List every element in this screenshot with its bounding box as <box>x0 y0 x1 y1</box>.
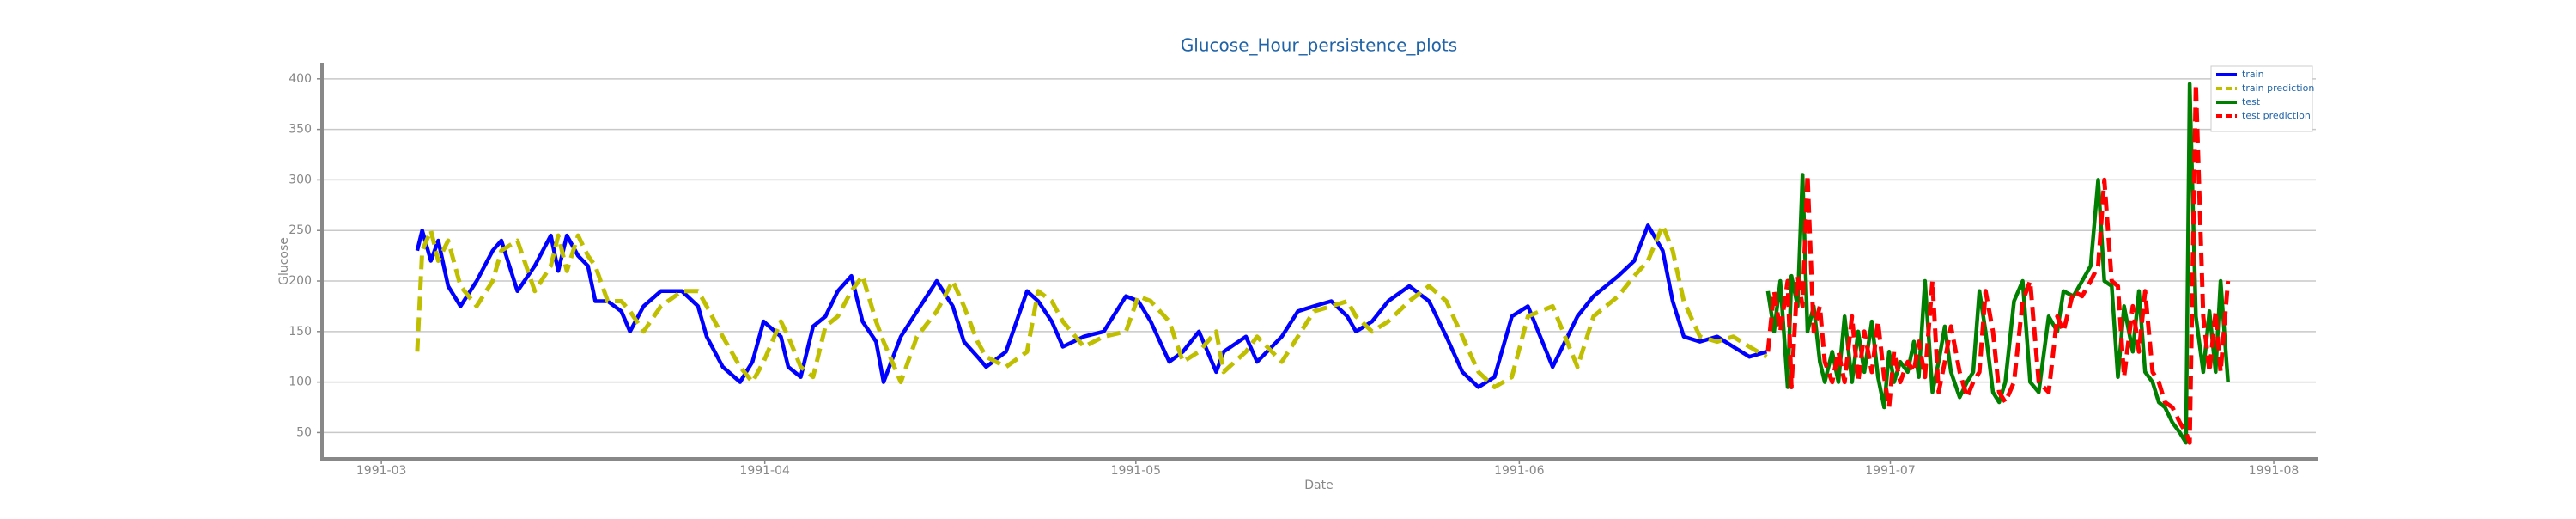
y-tick-label: 400 <box>289 72 312 86</box>
series-line <box>415 223 1768 389</box>
series-line <box>1765 82 2231 445</box>
chart-title: Glucose_Hour_persistence_plots <box>1181 35 1457 56</box>
axes: 50 100 150 200 250 300 350 400 1991-03 1991-04 199… <box>289 63 2318 478</box>
legend: train train prediction test test prediction <box>2210 65 2314 132</box>
legend-label: test <box>2242 96 2261 107</box>
x-tick-label: 1991-06 <box>1494 464 1545 478</box>
legend-label: train prediction <box>2242 82 2314 94</box>
y-tick-label: 50 <box>296 425 312 439</box>
legend-box <box>2210 65 2313 132</box>
x-tick-label: 1991-03 <box>356 464 407 478</box>
y-tick-label: 300 <box>289 173 312 186</box>
x-axis-label: Date <box>1304 479 1333 492</box>
y-tick-label: 100 <box>289 376 312 389</box>
x-tick-label: 1991-08 <box>2249 464 2300 478</box>
plot-lines <box>415 82 2231 445</box>
y-tick-label: 350 <box>289 123 312 137</box>
series-line <box>415 223 1768 389</box>
x-tick-label: 1991-05 <box>1111 464 1162 478</box>
y-axis-label: Glucose <box>277 237 291 285</box>
y-tick-label: 150 <box>289 325 312 339</box>
legend-label: test prediction <box>2242 110 2311 121</box>
grid <box>322 78 2316 434</box>
y-tick-label: 200 <box>289 274 312 288</box>
legend-label: train <box>2242 69 2264 80</box>
x-tick-label: 1991-07 <box>1865 464 1916 478</box>
y-tick-label: 250 <box>289 223 312 237</box>
x-tick-label: 1991-04 <box>739 464 790 478</box>
